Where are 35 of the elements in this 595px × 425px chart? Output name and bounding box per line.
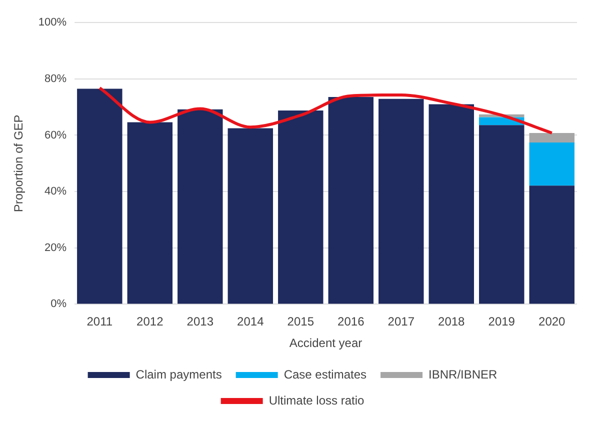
legend-label: Case estimates (284, 367, 367, 382)
x-tick-label: 2017 (388, 314, 415, 329)
bar (328, 96, 374, 304)
legend-label: Ultimate loss ratio (268, 393, 365, 408)
bar (77, 88, 122, 304)
y-tick-label: 20% (44, 242, 67, 254)
x-tick-label: 2020 (538, 314, 566, 329)
x-tick-label: 2012 (136, 314, 164, 329)
bar (228, 128, 274, 304)
bar (479, 125, 524, 304)
y-tick-label: 100% (38, 16, 67, 29)
x-tick-label: 2014 (237, 314, 264, 329)
line-series (98, 86, 554, 134)
legend-label: Claim payments (136, 367, 222, 382)
x-axis-title: Accident year (289, 336, 362, 350)
y-axis-title: Proportion of GEP (12, 114, 26, 212)
bar (178, 109, 223, 304)
y-tick-label: 0% (50, 298, 67, 310)
legend-label: IBNR/IBNER (428, 367, 498, 382)
bar (127, 122, 173, 304)
bar (278, 110, 324, 304)
bar (529, 186, 574, 304)
x-tick-label: 2018 (438, 314, 466, 329)
x-tick-label: 2011 (86, 314, 113, 329)
bar (529, 132, 574, 143)
x-tick-label: 2015 (287, 314, 314, 329)
x-tick-label: 2019 (488, 314, 516, 329)
bar (529, 142, 574, 186)
y-tick-label: 60% (44, 129, 67, 142)
bar (428, 104, 474, 304)
x-tick-label: 2013 (186, 314, 214, 329)
x-tick-label: 2016 (338, 314, 365, 329)
y-tick-label: 40% (44, 186, 67, 198)
y-tick-label: 80% (44, 72, 67, 85)
bar (378, 98, 424, 304)
